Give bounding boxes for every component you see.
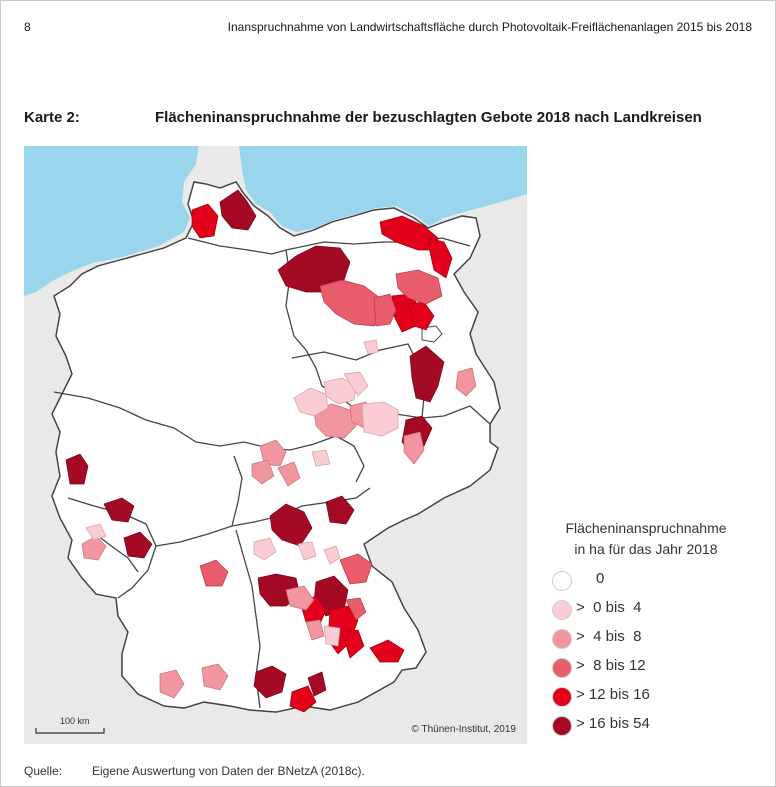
legend-swatch-3 (552, 658, 572, 678)
legend-list: 0 > 0 bis 4 > 4 bis 8 > 8 bis 12 > 12 bi… (536, 568, 756, 742)
map-frame: 100 km © Thünen-Institut, 2019 (24, 146, 527, 744)
counties-0-4 (85, 339, 399, 647)
legend-label-0: 0 (596, 570, 605, 587)
legend-title-line1: Flächeninanspruchnahme (565, 520, 727, 536)
berlin (421, 325, 443, 343)
legend-item-3: > 8 bis 12 (536, 655, 756, 684)
denmark (196, 146, 242, 186)
legend-item-4: > 12 bis 16 (536, 684, 756, 713)
legend-label-2: > 4 bis 8 (576, 628, 642, 645)
legend-swatch-5 (552, 716, 572, 736)
counties-8-12 (199, 269, 443, 621)
map-title: Flächeninanspruchnahme der bezuschlagten… (155, 109, 702, 126)
running-title: Inanspruchnahme von Landwirtschaftsfläch… (227, 20, 752, 34)
legend-swatch-1 (552, 600, 572, 620)
germany-map: 100 km © Thünen-Institut, 2019 (24, 146, 527, 744)
legend: Flächeninanspruchnahme in ha für das Jah… (536, 518, 756, 742)
legend-item-5: > 16 bis 54 (536, 713, 756, 742)
legend-label-1: > 0 bis 4 (576, 599, 642, 616)
legend-label-4: > 12 bis 16 (576, 686, 650, 703)
legend-item-1: > 0 bis 4 (536, 597, 756, 626)
scale-label: 100 km (60, 716, 90, 726)
source-text: Eigene Auswertung von Daten der BNetzA (… (92, 764, 365, 778)
legend-item-2: > 4 bis 8 (536, 626, 756, 655)
scale-bar (35, 728, 105, 734)
legend-label-5: > 16 bis 54 (576, 715, 650, 732)
legend-swatch-0 (552, 571, 572, 591)
baltic-sea (239, 146, 527, 232)
legend-label-3: > 8 bis 12 (576, 657, 646, 674)
map-label: Karte 2: (24, 109, 80, 126)
map-copyright: © Thünen-Institut, 2019 (412, 724, 517, 735)
legend-swatch-4 (552, 687, 572, 707)
legend-item-0: 0 (536, 568, 756, 597)
source-label: Quelle: (24, 764, 63, 778)
legend-swatch-2 (552, 629, 572, 649)
legend-title-line2: in ha für das Jahr 2018 (574, 541, 718, 557)
page-number: 8 (24, 20, 31, 34)
north-sea (24, 146, 199, 296)
counties-16-54 (65, 189, 445, 699)
